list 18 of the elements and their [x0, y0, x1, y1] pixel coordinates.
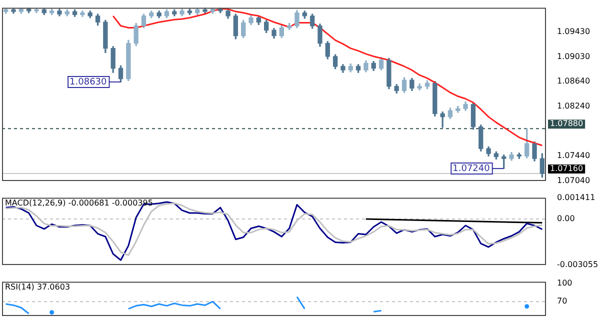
ref-line-label: 1.07160 — [550, 164, 584, 174]
y-tick-label: 70 — [557, 296, 568, 306]
y-tick-label: 1.08640 — [557, 76, 590, 86]
y-tick-label: 0.00 — [557, 214, 575, 224]
y-tick-label: 1.07040 — [557, 176, 590, 186]
y-tick-label: 1.09030 — [557, 52, 590, 62]
y-tick-label: 1.08240 — [557, 101, 590, 110]
annotation: 1.07240 — [452, 164, 490, 174]
chart-title: RSI(14) 37.0603 — [5, 282, 70, 292]
chart-title: MACD(12,26,9) -0.000681 -0.000395 — [5, 198, 153, 208]
y-tick-label: 100 — [557, 278, 572, 288]
y-tick-label: 0.001411 — [557, 192, 596, 202]
annotation: 1.08630 — [70, 77, 108, 88]
ref-line-label: 1.07880 — [550, 119, 584, 128]
y-tick-label: 1.09430 — [557, 27, 590, 36]
candlestick — [440, 112, 445, 128]
y-tick-label: 1.07440 — [557, 151, 590, 160]
y-tick-label: -0.003055 — [557, 260, 598, 270]
